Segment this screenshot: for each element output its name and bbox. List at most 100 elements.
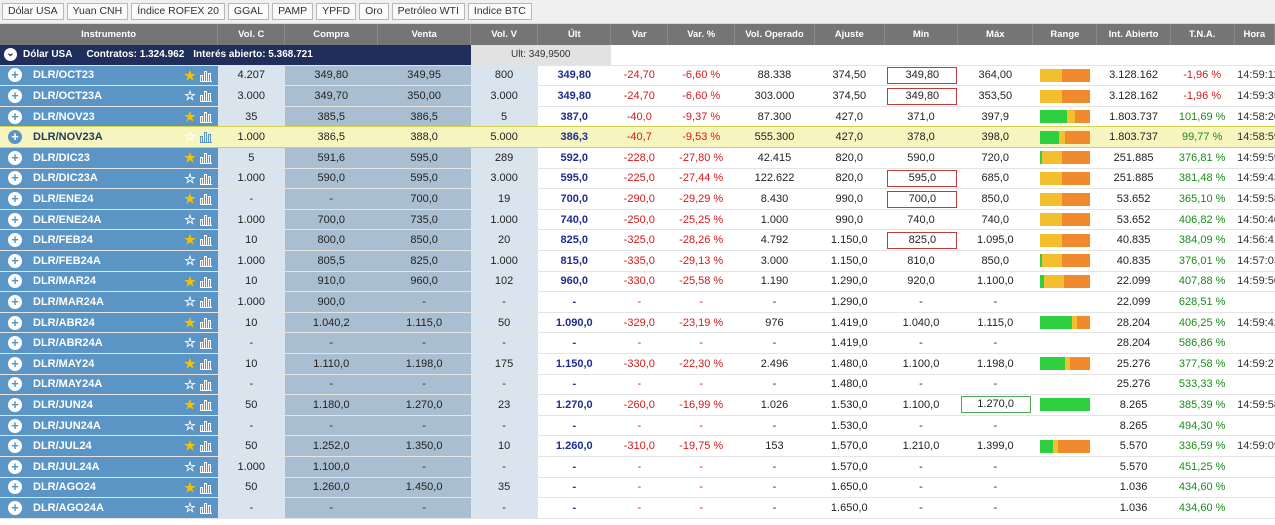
chart-bars-icon[interactable] (199, 420, 212, 432)
favorite-star-icon[interactable]: ☆ (184, 129, 196, 145)
instrument-cell[interactable]: + DLR/NOV23A ☆ (0, 126, 218, 149)
expand-plus-icon[interactable]: + (8, 171, 22, 186)
expand-plus-icon[interactable]: + (8, 109, 22, 124)
expand-plus-icon[interactable]: + (8, 192, 22, 207)
instrument-cell[interactable]: + DLR/MAY24 ★ (0, 353, 218, 375)
chart-bars-icon[interactable] (199, 297, 212, 309)
chart-bars-icon[interactable] (199, 235, 212, 247)
favorite-star-icon[interactable]: ★ (184, 191, 196, 207)
expand-plus-icon[interactable]: + (8, 130, 22, 145)
favorite-star-icon[interactable]: ☆ (184, 170, 196, 186)
col-header-max[interactable]: Máx (957, 24, 1034, 45)
favorite-star-icon[interactable]: ☆ (184, 211, 196, 227)
favorite-star-icon[interactable]: ☆ (184, 376, 196, 392)
expand-plus-icon[interactable]: + (8, 439, 22, 454)
instrument-cell[interactable]: + DLR/DIC23A ☆ (0, 168, 218, 189)
chart-bars-icon[interactable] (199, 276, 212, 288)
table-row[interactable]: + DLR/JUN24A ☆ - - - - - - - -1.530,0- -8.265 494,30… (0, 415, 1275, 436)
favorite-star-icon[interactable]: ★ (184, 150, 196, 166)
chart-bars-icon[interactable] (199, 153, 212, 165)
col-header-instrumento[interactable]: Instrumento (0, 24, 219, 45)
favorite-star-icon[interactable]: ★ (184, 438, 196, 454)
tab-ypfd[interactable]: YPFD (316, 3, 357, 20)
table-row[interactable]: + DLR/AGO24A ☆ - - - - - - - -1.650,0- -1.036 434,60… (0, 497, 1275, 519)
tab-petróleo-wti[interactable]: Petróleo WTI (391, 3, 465, 20)
instrument-cell[interactable]: + DLR/JUL24A ☆ (0, 456, 218, 478)
expand-plus-icon[interactable]: + (8, 212, 22, 227)
favorite-star-icon[interactable]: ★ (184, 67, 196, 83)
table-row[interactable]: + DLR/MAY24 ★ 10 1.110,0 1.198,0 175 1.150,0 -33… (0, 353, 1275, 375)
favorite-star-icon[interactable]: ☆ (184, 294, 196, 310)
col-header-ajuste[interactable]: Ajuste (814, 24, 885, 45)
favorite-star-icon[interactable]: ★ (184, 356, 196, 371)
col-header-tna[interactable]: T.N.A. (1170, 24, 1235, 45)
table-row[interactable]: + DLR/AGO24 ★ 50 1.260,0 1.450,0 35 - - - - 1.650,0… (0, 477, 1275, 498)
col-header-var-pct[interactable]: Var. % (667, 24, 736, 45)
tab-yuan-cnh[interactable]: Yuan CNH (66, 3, 129, 20)
chart-bars-icon[interactable] (199, 173, 212, 185)
instrument-cell[interactable]: + DLR/JUL24 ★ (0, 435, 218, 457)
instrument-cell[interactable]: + DLR/ENE24 ★ (0, 188, 218, 210)
table-row[interactable]: + DLR/JUN24 ★ 50 1.180,0 1.270,0 23 1.270,0 -260… (0, 394, 1275, 416)
chart-bars-icon[interactable] (199, 111, 212, 123)
chart-bars-icon[interactable] (199, 132, 212, 144)
instrument-cell[interactable]: + DLR/JUN24 ★ (0, 394, 218, 416)
expand-plus-icon[interactable]: + (8, 336, 22, 351)
col-header-vol-c[interactable]: Vol. C (217, 24, 286, 45)
table-row[interactable]: + DLR/ABR24A ☆ - - - - - - - -1.419,0- -28.204 586,8… (0, 332, 1275, 354)
table-row[interactable]: + DLR/MAR24A ☆ 1.000 900,0- - - - - -1.290,0- -22.… (0, 291, 1275, 313)
table-row[interactable]: + DLR/MAR24 ★ 10 910,0 960,0 102 960,0 -330,0 -25… (0, 271, 1275, 292)
chart-bars-icon[interactable] (199, 461, 212, 473)
col-header-ult[interactable]: Últ (537, 24, 612, 45)
instrument-cell[interactable]: + DLR/MAR24 ★ (0, 271, 218, 292)
chart-bars-icon[interactable] (199, 91, 212, 103)
table-row[interactable]: + DLR/JUL24 ★ 50 1.252,0 1.350,0 10 1.260,0 -310… (0, 435, 1275, 457)
instrument-cell[interactable]: + DLR/ABR24 ★ (0, 312, 218, 333)
table-row[interactable]: + DLR/FEB24 ★ 10 800,0 850,0 20 825,0 -325,0 -28,… (0, 229, 1275, 251)
collapse-toggle-icon[interactable]: ⌄ (4, 48, 17, 62)
table-row[interactable]: + DLR/NOV23A ☆ 1.000 386,5 388,0 5.000 386,3 -40… (0, 126, 1275, 149)
chart-bars-icon[interactable] (199, 441, 212, 453)
table-row[interactable]: + DLR/NOV23 ★ 35 385,5 386,5 5 387,0 -40,0 -9,37 … (0, 106, 1275, 127)
instrument-cell[interactable]: + DLR/ABR24A ☆ (0, 332, 218, 354)
chart-bars-icon[interactable] (199, 482, 212, 494)
instrument-cell[interactable]: + DLR/AGO24A ☆ (0, 497, 218, 519)
col-header-hora[interactable]: Hora (1234, 24, 1275, 45)
expand-plus-icon[interactable]: + (8, 295, 22, 310)
chart-bars-icon[interactable] (199, 503, 212, 515)
table-row[interactable]: + DLR/MAY24A ☆ - - - - - - - -1.480,0- -25.276 533,3… (0, 374, 1275, 395)
instrument-cell[interactable]: + DLR/MAY24A ☆ (0, 374, 218, 395)
expand-plus-icon[interactable]: + (8, 397, 22, 412)
favorite-star-icon[interactable]: ☆ (184, 335, 196, 351)
tab-ggal[interactable]: GGAL (227, 3, 270, 20)
favorite-star-icon[interactable]: ★ (184, 479, 196, 495)
expand-plus-icon[interactable]: + (8, 377, 22, 392)
tab-indice-btc[interactable]: Indice BTC (467, 3, 532, 20)
chart-bars-icon[interactable] (199, 70, 212, 82)
instrument-cell[interactable]: + DLR/OCT23 ★ (0, 65, 218, 86)
favorite-star-icon[interactable]: ☆ (184, 500, 196, 516)
instrument-cell[interactable]: + DLR/ENE24A ☆ (0, 209, 218, 230)
col-header-compra[interactable]: Compra (284, 24, 379, 45)
table-row[interactable]: + DLR/ENE24A ☆ 1.000 700,0 735,0 1.000 740,0 -25… (0, 209, 1275, 230)
table-row[interactable]: + DLR/OCT23 ★ 4.207 349,80 349,95 800 349,80 -24… (0, 65, 1275, 86)
chart-bars-icon[interactable] (199, 400, 212, 412)
table-row[interactable]: + DLR/DIC23A ☆ 1.000 590,0 595,0 3.000 595,0 -22… (0, 168, 1275, 189)
expand-plus-icon[interactable]: + (8, 356, 22, 371)
chart-bars-icon[interactable] (199, 194, 212, 206)
expand-plus-icon[interactable]: + (8, 459, 22, 474)
instrument-cell[interactable]: + DLR/FEB24A ☆ (0, 250, 218, 272)
tab-pamp[interactable]: PAMP (272, 3, 314, 20)
favorite-star-icon[interactable]: ☆ (184, 417, 196, 433)
favorite-star-icon[interactable]: ★ (184, 397, 196, 413)
favorite-star-icon[interactable]: ☆ (184, 253, 196, 269)
table-row[interactable]: + DLR/FEB24A ☆ 1.000 805,5 825,0 1.000 815,0 -33… (0, 250, 1275, 272)
instrument-cell[interactable]: + DLR/JUN24A ☆ (0, 415, 218, 436)
instrument-cell[interactable]: + DLR/MAR24A ☆ (0, 291, 218, 313)
col-header-range[interactable]: Range (1032, 24, 1098, 45)
expand-plus-icon[interactable]: + (8, 89, 22, 104)
instrument-cell[interactable]: + DLR/DIC23 ★ (0, 147, 218, 169)
expand-plus-icon[interactable]: + (8, 480, 22, 495)
instrument-cell[interactable]: + DLR/FEB24 ★ (0, 229, 218, 251)
chart-bars-icon[interactable] (199, 379, 212, 391)
